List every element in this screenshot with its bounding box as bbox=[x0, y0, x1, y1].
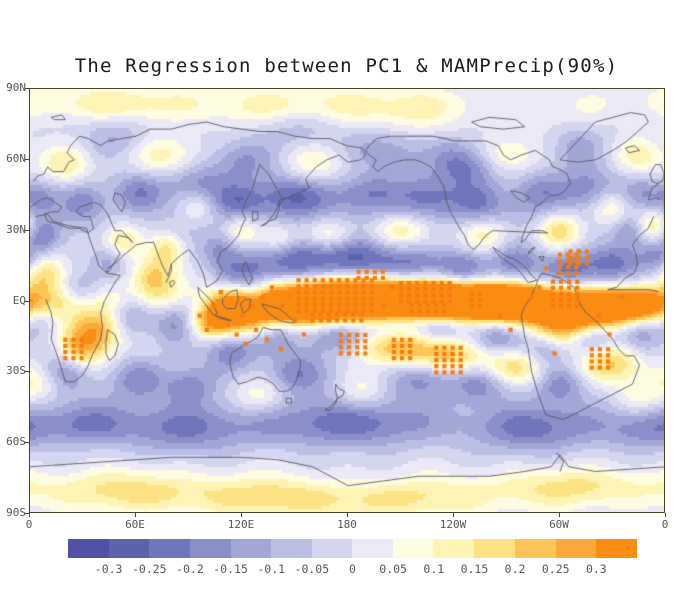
y-axis-tick bbox=[25, 88, 29, 89]
coastlines-and-significance-stipple bbox=[30, 89, 664, 512]
colorbar-band-1 bbox=[108, 539, 150, 558]
x-axis-tick-label: 60E bbox=[125, 518, 145, 531]
x-axis-tick-label: 60W bbox=[549, 518, 569, 531]
y-axis-tick-label: 30N bbox=[6, 222, 26, 236]
colorbar-tick-label: -0.05 bbox=[294, 562, 330, 576]
y-axis-tick-label: 90S bbox=[6, 506, 26, 519]
y-axis-tick bbox=[25, 371, 29, 372]
x-axis-tick bbox=[241, 513, 242, 517]
colorbar-tick-label: -0.3 bbox=[94, 562, 123, 576]
x-axis-tick bbox=[665, 513, 666, 517]
colorbar-band-3 bbox=[189, 539, 231, 558]
colorbar-tick-label: 0.3 bbox=[585, 562, 607, 576]
colorbar-tick-label: -0.2 bbox=[176, 562, 204, 576]
y-axis-tick bbox=[25, 301, 29, 302]
x-axis-tick bbox=[347, 513, 348, 517]
x-axis-tick-label: 0 bbox=[661, 518, 669, 531]
colorbar-band-12 bbox=[555, 539, 597, 558]
colorbar-band-5 bbox=[271, 539, 312, 558]
y-axis-tick-label: EQ bbox=[12, 293, 26, 307]
x-axis-tick bbox=[559, 513, 560, 517]
x-axis-tick-label: 120E bbox=[227, 518, 255, 531]
x-axis-tick bbox=[29, 513, 30, 517]
colorbar-band-10 bbox=[474, 539, 516, 558]
x-axis-tick bbox=[135, 513, 136, 517]
x-axis-tick-label: 180 bbox=[337, 518, 357, 531]
x-axis-tick-label: 0 bbox=[25, 518, 33, 531]
y-axis-tick-label: 60S bbox=[6, 435, 26, 449]
y-axis-tick-label: 60N bbox=[6, 151, 26, 165]
colorbar-band-11 bbox=[515, 539, 556, 558]
colorbar-band-4 bbox=[230, 539, 272, 558]
colorbar-band-13 bbox=[596, 539, 637, 558]
colorbar-tick-label: 0.05 bbox=[379, 562, 407, 576]
y-axis-tick-label: 30S bbox=[6, 364, 26, 378]
y-axis-tick-label: 90N bbox=[6, 81, 26, 94]
colorbar-tick-label: 0.2 bbox=[504, 562, 526, 576]
x-axis-tick-label: 120W bbox=[439, 518, 467, 531]
colorbar bbox=[68, 539, 637, 558]
colorbar-tick-label: 0.1 bbox=[423, 562, 445, 576]
y-axis-tick bbox=[25, 442, 29, 443]
colorbar-band-8 bbox=[393, 539, 434, 558]
x-axis-tick bbox=[453, 513, 454, 517]
colorbar-band-2 bbox=[149, 539, 190, 558]
colorbar-band-0 bbox=[68, 539, 109, 558]
y-axis-tick bbox=[25, 513, 29, 514]
colorbar-tick-label: -0.25 bbox=[131, 562, 167, 576]
y-axis-tick bbox=[25, 230, 29, 231]
chart-title: The Regression between PC1 & MAMPrecip(9… bbox=[74, 55, 619, 77]
colorbar-band-7 bbox=[352, 539, 394, 558]
map-plot-area bbox=[29, 88, 665, 513]
colorbar-tick-label: 0.25 bbox=[541, 562, 570, 576]
colorbar-tick-label: 0.15 bbox=[460, 562, 489, 576]
y-axis-tick bbox=[25, 159, 29, 160]
colorbar-tick-label: -0.15 bbox=[213, 562, 248, 576]
colorbar-band-6 bbox=[311, 539, 353, 558]
colorbar-tick-label: -0.1 bbox=[257, 562, 286, 576]
colorbar-band-9 bbox=[433, 539, 475, 558]
colorbar-tick-label: 0 bbox=[349, 562, 356, 576]
